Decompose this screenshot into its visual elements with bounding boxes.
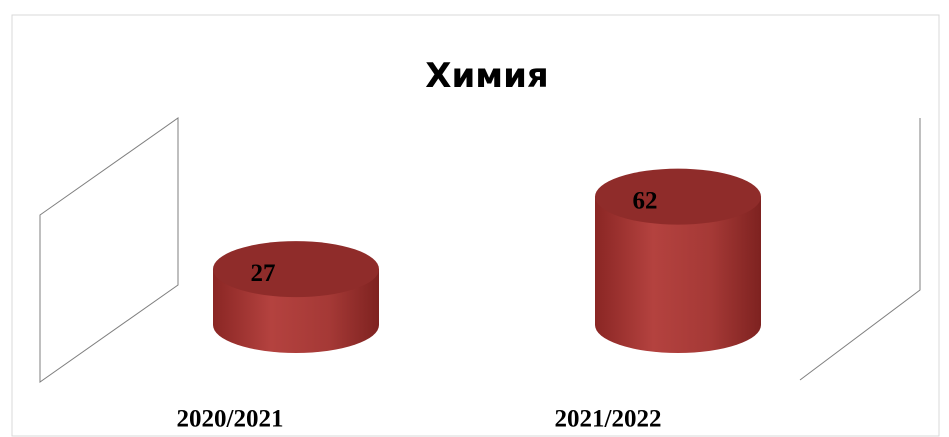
cylinder-body bbox=[595, 196, 761, 353]
x-tick-label: 2021/2022 bbox=[555, 406, 662, 433]
data-label: 27 bbox=[251, 260, 276, 287]
data-label: 62 bbox=[633, 187, 658, 214]
frame bbox=[11, 14, 940, 437]
cylinder-top bbox=[213, 241, 379, 298]
cylinder-top bbox=[595, 168, 761, 225]
x-tick-label: 2020/2021 bbox=[177, 406, 284, 433]
right-wall bbox=[799, 118, 921, 381]
left-wall bbox=[39, 117, 179, 383]
chart-title: Химия bbox=[425, 56, 548, 96]
